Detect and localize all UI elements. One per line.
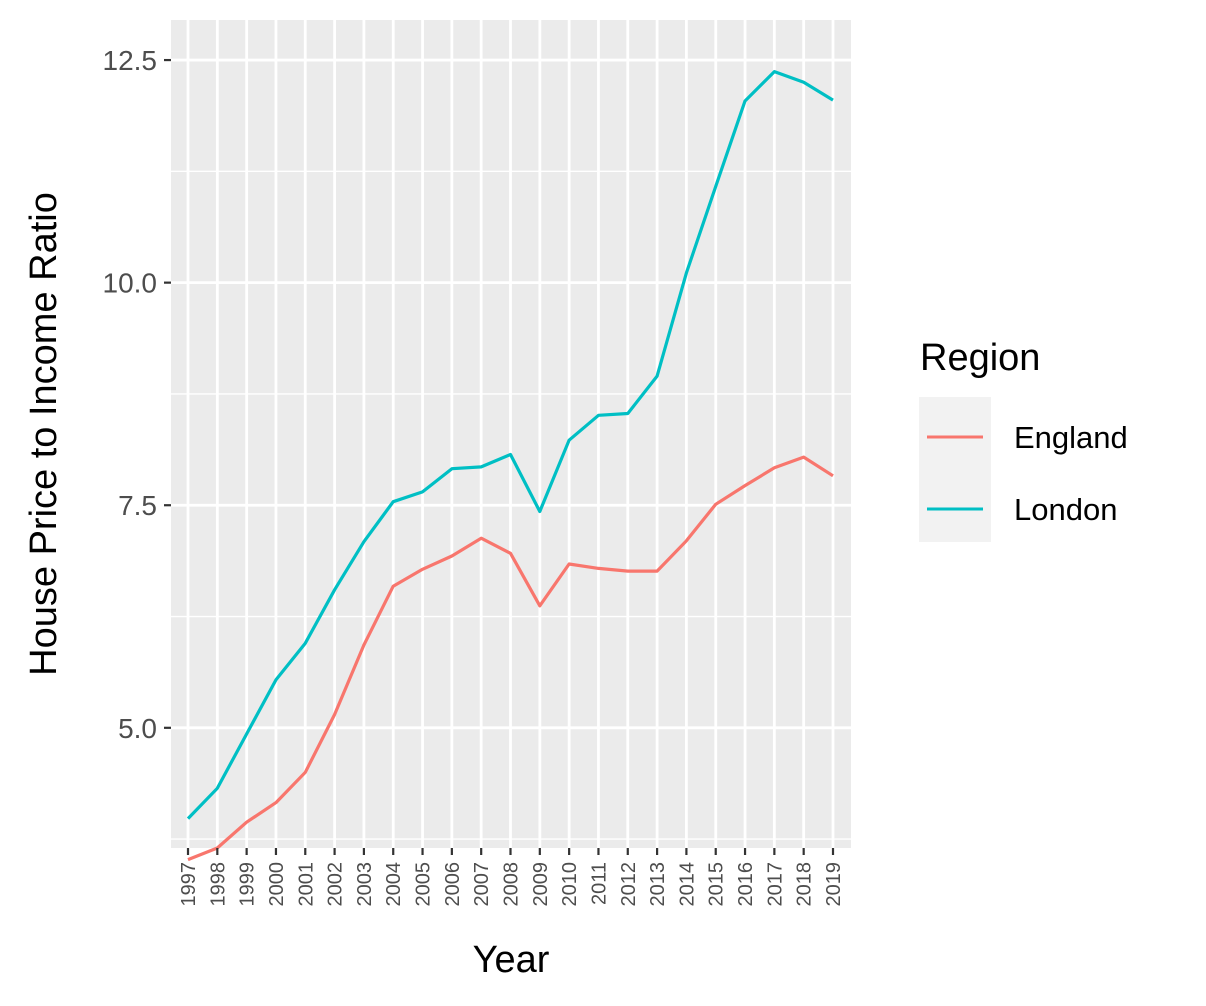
legend-label-england: England: [1014, 420, 1128, 455]
x-tick-label: 2000: [266, 862, 288, 907]
x-tick-label: 2011: [588, 862, 610, 905]
x-tick-label: 2002: [325, 862, 347, 907]
y-tick-label: 12.5: [103, 45, 158, 76]
y-axis: 5.0 7.5 10.0 12.5: [103, 45, 171, 744]
x-tick-label: 2009: [530, 862, 552, 907]
x-tick-label: 2003: [354, 862, 376, 907]
x-tick-label: 2010: [559, 862, 581, 907]
x-tick-label: 2008: [501, 862, 523, 907]
x-tick-label: 2007: [471, 862, 493, 907]
series-line-england: [187, 455, 834, 862]
x-tick-label: 2004: [383, 862, 405, 907]
y-tick-label: 7.5: [118, 490, 157, 521]
x-tick-label: 2006: [442, 862, 464, 907]
x-axis: 1997 1998 1999 2000 2001 2002 2003 2004 2005 2006…: [178, 848, 845, 907]
legend: Region England London: [919, 337, 1128, 542]
series-line-london: [186, 69, 834, 820]
legend-label-london: London: [1014, 492, 1117, 527]
x-tick-label: 2016: [735, 862, 757, 907]
y-tick-label: 5.0: [118, 713, 157, 744]
x-tick-label: 1999: [237, 862, 259, 907]
x-tick-label: 2018: [794, 862, 816, 907]
x-tick-label: 1998: [207, 862, 229, 907]
x-tick-label: 2013: [647, 862, 669, 907]
legend-key-background: [919, 397, 991, 542]
series-lines: [186, 69, 834, 862]
x-tick-label: 2017: [764, 862, 786, 907]
x-tick-label: 2005: [413, 862, 435, 907]
x-tick-label: 2012: [618, 862, 640, 907]
major-gridlines: [171, 20, 851, 848]
y-axis-title: House Price to Income Ratio: [23, 192, 65, 676]
x-tick-label: 1997: [178, 862, 200, 907]
x-tick-label: 2015: [706, 862, 728, 907]
x-tick-label: 2014: [676, 862, 698, 907]
x-axis-title: Year: [473, 939, 550, 981]
x-tick-label: 2001: [295, 862, 317, 907]
legend-title: Region: [920, 337, 1040, 379]
y-tick-label: 10.0: [103, 268, 158, 299]
x-tick-label: 2019: [823, 862, 845, 907]
